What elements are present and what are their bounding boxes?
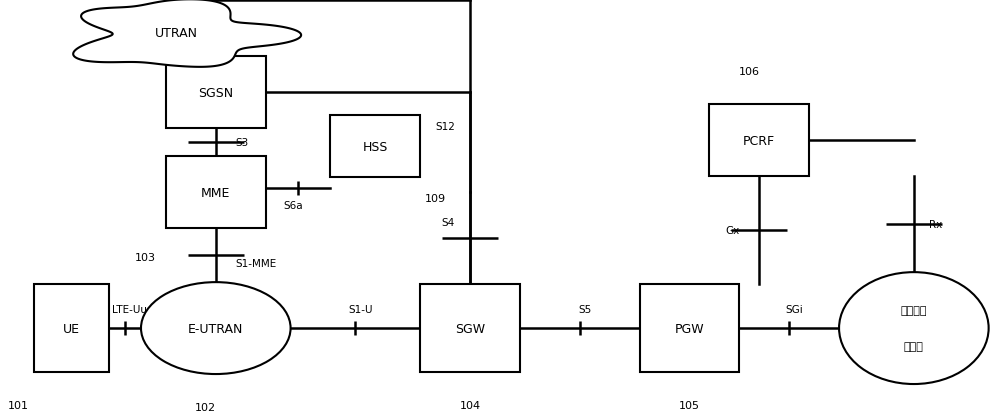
Text: S3: S3 [236, 138, 249, 148]
Text: S4: S4 [442, 218, 455, 228]
Text: 102: 102 [195, 402, 216, 412]
Text: S12: S12 [435, 122, 455, 132]
Text: 务网络: 务网络 [904, 341, 924, 351]
Text: LTE-Uu: LTE-Uu [112, 304, 147, 314]
Text: PCRF: PCRF [743, 135, 775, 147]
Text: 运营商服: 运营商服 [901, 306, 927, 316]
Text: S1-U: S1-U [348, 304, 373, 314]
FancyBboxPatch shape [709, 105, 809, 177]
Text: S5: S5 [578, 304, 591, 314]
Text: SGW: SGW [455, 322, 485, 335]
FancyBboxPatch shape [640, 285, 739, 372]
Text: S6a: S6a [283, 201, 303, 211]
Text: 101: 101 [8, 400, 29, 410]
FancyBboxPatch shape [34, 285, 109, 372]
Text: MME: MME [201, 186, 230, 199]
Text: 105: 105 [679, 400, 700, 410]
Text: HSS: HSS [363, 140, 388, 153]
Text: UE: UE [63, 322, 80, 335]
Text: SGi: SGi [785, 304, 803, 314]
FancyBboxPatch shape [166, 157, 266, 229]
Ellipse shape [839, 273, 989, 384]
Polygon shape [73, 0, 301, 68]
Text: Gx: Gx [725, 225, 739, 235]
Text: 104: 104 [460, 400, 481, 410]
Text: 103: 103 [135, 252, 156, 263]
FancyBboxPatch shape [166, 57, 266, 129]
Text: E-UTRAN: E-UTRAN [188, 322, 243, 335]
FancyBboxPatch shape [420, 285, 520, 372]
Text: 106: 106 [739, 67, 760, 77]
Text: PGW: PGW [675, 322, 704, 335]
Text: Rx: Rx [929, 220, 942, 230]
Text: 109: 109 [425, 194, 446, 204]
Ellipse shape [141, 282, 291, 374]
FancyBboxPatch shape [330, 116, 420, 178]
Text: SGSN: SGSN [198, 87, 233, 100]
Text: 108: 108 [176, 155, 197, 165]
Text: S1-MME: S1-MME [236, 259, 277, 268]
Text: UTRAN: UTRAN [154, 27, 197, 40]
